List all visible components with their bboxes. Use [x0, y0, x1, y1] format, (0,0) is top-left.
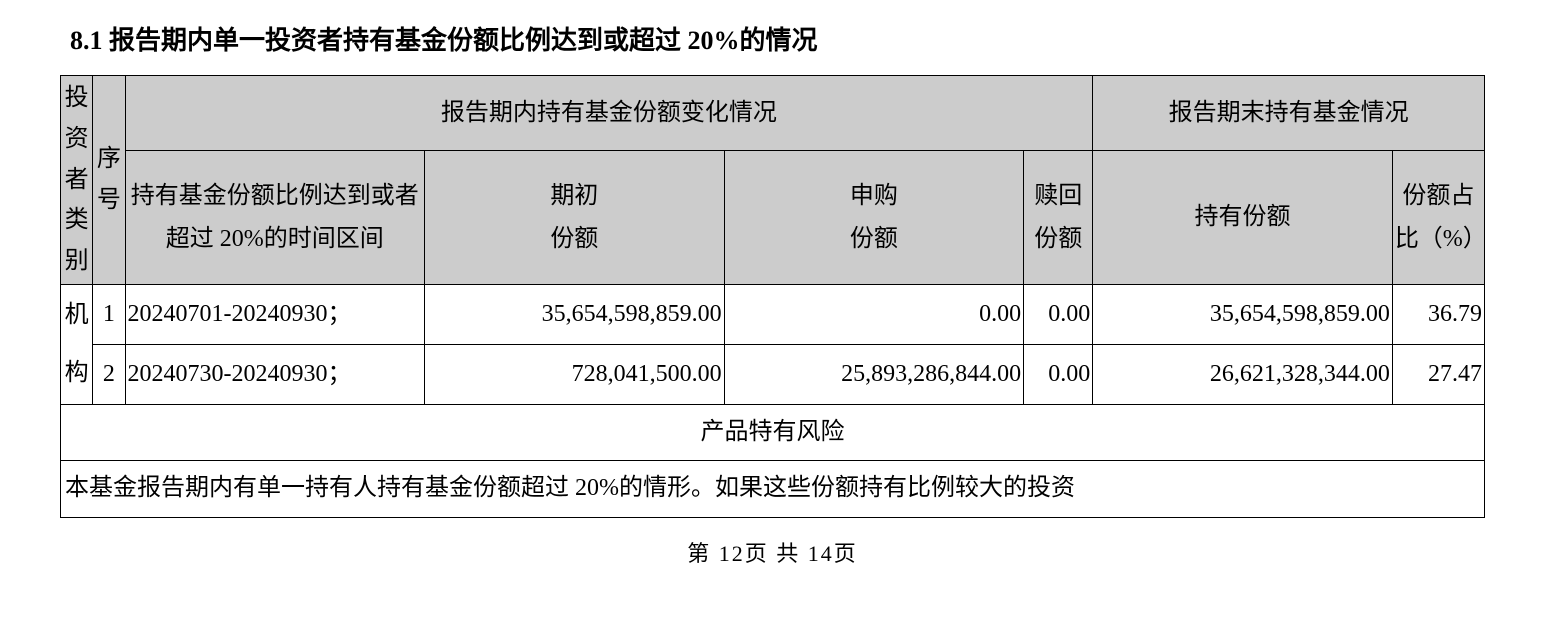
cell-hold-share: 26,621,328,344.00 — [1093, 345, 1393, 405]
holdings-table: 投资者类别 序号 报告期内持有基金份额变化情况 报告期末持有基金情况 持有基金份… — [60, 75, 1485, 518]
cell-share-pct: 27.47 — [1392, 345, 1484, 405]
cell-subscribe-share: 25,893,286,844.00 — [724, 345, 1024, 405]
cell-seq: 2 — [93, 345, 125, 405]
col-group-end-period: 报告期末持有基金情况 — [1093, 76, 1485, 151]
cell-time-range: 20240730-20240930； — [125, 345, 425, 405]
cell-share-pct: 36.79 — [1392, 284, 1484, 344]
col-share-pct: 份额占比（%） — [1392, 151, 1484, 285]
cell-investor-type: 机构 — [61, 284, 93, 404]
col-hold-share: 持有份额 — [1093, 151, 1393, 285]
col-investor-type: 投资者类别 — [61, 76, 93, 285]
risk-title-row: 产品特有风险 — [61, 405, 1485, 461]
page-footer: 第 12页 共 14页 — [60, 536, 1485, 568]
cell-time-range: 20240701-20240930； — [125, 284, 425, 344]
cell-subscribe-share: 0.00 — [724, 284, 1024, 344]
table-row: 机构 1 20240701-20240930； 35,654,598,859.0… — [61, 284, 1485, 344]
table-row: 2 20240730-20240930； 728,041,500.00 25,8… — [61, 345, 1485, 405]
cell-risk-title: 产品特有风险 — [61, 405, 1485, 461]
cell-risk-body: 本基金报告期内有单一持有人持有基金份额超过 20%的情形。如果这些份额持有比例较… — [61, 461, 1485, 517]
risk-body-row: 本基金报告期内有单一持有人持有基金份额超过 20%的情形。如果这些份额持有比例较… — [61, 461, 1485, 517]
section-heading: 8.1 报告期内单一投资者持有基金份额比例达到或超过 20%的情况 — [60, 20, 1485, 57]
cell-hold-share: 35,654,598,859.00 — [1093, 284, 1393, 344]
col-time-range: 持有基金份额比例达到或者超过 20%的时间区间 — [125, 151, 425, 285]
col-begin-share: 期初 份额 — [425, 151, 725, 285]
cell-begin-share: 35,654,598,859.00 — [425, 284, 725, 344]
col-subscribe-share: 申购 份额 — [724, 151, 1024, 285]
col-seq: 序号 — [93, 76, 125, 285]
cell-begin-share: 728,041,500.00 — [425, 345, 725, 405]
cell-redeem-share: 0.00 — [1024, 345, 1093, 405]
col-group-period-change: 报告期内持有基金份额变化情况 — [125, 76, 1093, 151]
cell-seq: 1 — [93, 284, 125, 344]
cell-redeem-share: 0.00 — [1024, 284, 1093, 344]
col-redeem-share: 赎回份额 — [1024, 151, 1093, 285]
